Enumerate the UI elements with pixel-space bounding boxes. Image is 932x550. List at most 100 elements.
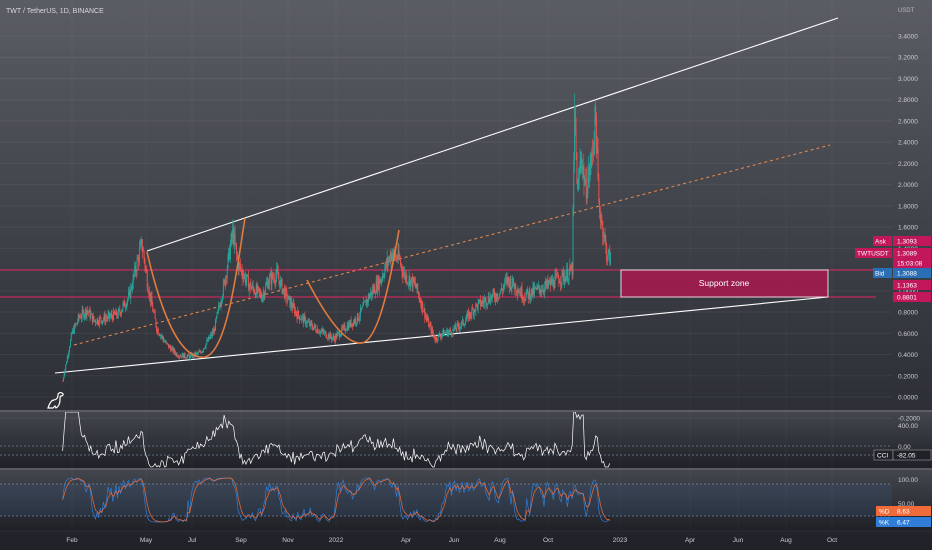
candle-body xyxy=(215,317,217,320)
candle-body xyxy=(211,331,213,337)
candle-body xyxy=(392,250,394,257)
candle-body xyxy=(217,309,219,313)
candle-body xyxy=(320,331,321,334)
candle-body xyxy=(97,318,99,324)
cup-curve-left[interactable] xyxy=(146,217,246,358)
candle-body xyxy=(284,288,286,299)
candle-body xyxy=(421,300,423,312)
candle-body xyxy=(442,329,444,334)
candle-body xyxy=(395,256,397,258)
candle-body xyxy=(487,296,489,304)
candle-body xyxy=(420,301,422,308)
candle-body xyxy=(73,329,75,334)
candle-body xyxy=(399,257,401,260)
candle-body xyxy=(222,295,223,301)
candle-body xyxy=(204,348,205,349)
candle-body xyxy=(139,243,141,249)
channel-midline[interactable] xyxy=(73,144,831,346)
time-tick-label: Feb xyxy=(66,537,78,544)
candle-body xyxy=(596,147,598,153)
candle-body xyxy=(538,285,540,290)
candle-body xyxy=(133,274,135,276)
candle-body xyxy=(429,324,430,328)
candle-body xyxy=(339,336,341,337)
candle-body xyxy=(252,284,254,289)
candle-body xyxy=(360,307,362,310)
candle-body xyxy=(357,313,359,321)
candle-body xyxy=(544,286,546,293)
candle-body xyxy=(402,271,404,277)
candle-body xyxy=(349,319,351,327)
candle-body xyxy=(444,332,446,334)
candle-body xyxy=(178,356,180,358)
candle-body xyxy=(193,352,195,357)
candle-body xyxy=(550,279,552,286)
candle-body xyxy=(407,282,409,284)
candle-body xyxy=(354,318,356,323)
candle-body xyxy=(447,329,448,336)
price-tick-label: 1.6000 xyxy=(898,225,918,232)
candle-body xyxy=(172,347,174,353)
candle-body xyxy=(124,300,125,307)
candle-body xyxy=(562,270,564,273)
price-tick-label: 3.2000 xyxy=(898,55,918,62)
candle-body xyxy=(431,328,433,333)
stoch-d-name: %D xyxy=(879,509,890,516)
candle-body xyxy=(154,312,156,319)
candle-body xyxy=(88,309,90,313)
candle-body xyxy=(370,291,372,296)
candle-body xyxy=(271,273,273,285)
candle-body xyxy=(92,316,94,323)
candle-body xyxy=(345,330,347,332)
candle-body xyxy=(156,326,158,332)
candle-body xyxy=(322,329,324,332)
stoch-d-name-bg xyxy=(876,506,893,516)
support-zone-rect[interactable] xyxy=(620,269,829,298)
candle-body xyxy=(511,286,513,290)
candle-body xyxy=(382,275,384,277)
candle-body xyxy=(248,285,250,291)
candle-body xyxy=(200,351,202,353)
candle-body xyxy=(294,306,296,314)
channel-upper-line[interactable] xyxy=(146,17,839,252)
candle-body xyxy=(338,332,340,337)
candle-body xyxy=(351,323,353,327)
candle-body xyxy=(577,183,579,190)
time-tick-label: Oct xyxy=(543,537,553,544)
candle-body xyxy=(468,312,470,320)
candle-body xyxy=(400,259,401,265)
candle-body xyxy=(362,305,364,307)
candle-body xyxy=(497,297,499,300)
candle-body xyxy=(130,286,132,298)
candle-body xyxy=(466,313,468,319)
candle-body xyxy=(578,172,580,179)
candle-body xyxy=(294,311,296,314)
candle-body xyxy=(465,320,467,325)
candle-body xyxy=(509,280,510,288)
candle-body xyxy=(548,280,550,283)
candle-body xyxy=(282,288,284,293)
candle-body xyxy=(268,283,270,289)
candle-body xyxy=(199,351,201,353)
candle-body xyxy=(361,306,363,310)
candle-body xyxy=(191,353,193,358)
candle-body xyxy=(138,248,140,263)
candle-body xyxy=(196,352,198,354)
candle-body xyxy=(389,255,391,262)
cup-curve-right[interactable] xyxy=(306,229,400,344)
candle-body xyxy=(512,277,514,287)
candle-body xyxy=(508,277,510,281)
candle-body xyxy=(305,324,307,325)
price-tag-name: Ask xyxy=(875,239,887,246)
candle-body xyxy=(483,301,485,304)
candle-body xyxy=(499,292,501,294)
candle-body xyxy=(360,307,361,317)
candle-body xyxy=(383,276,385,278)
stoch-k-name: %K xyxy=(879,520,890,527)
candle-body xyxy=(265,283,267,286)
candle-body xyxy=(576,152,578,184)
candle-body xyxy=(113,310,115,321)
candle-body xyxy=(548,282,550,286)
price-tag-value-bg xyxy=(893,258,931,268)
